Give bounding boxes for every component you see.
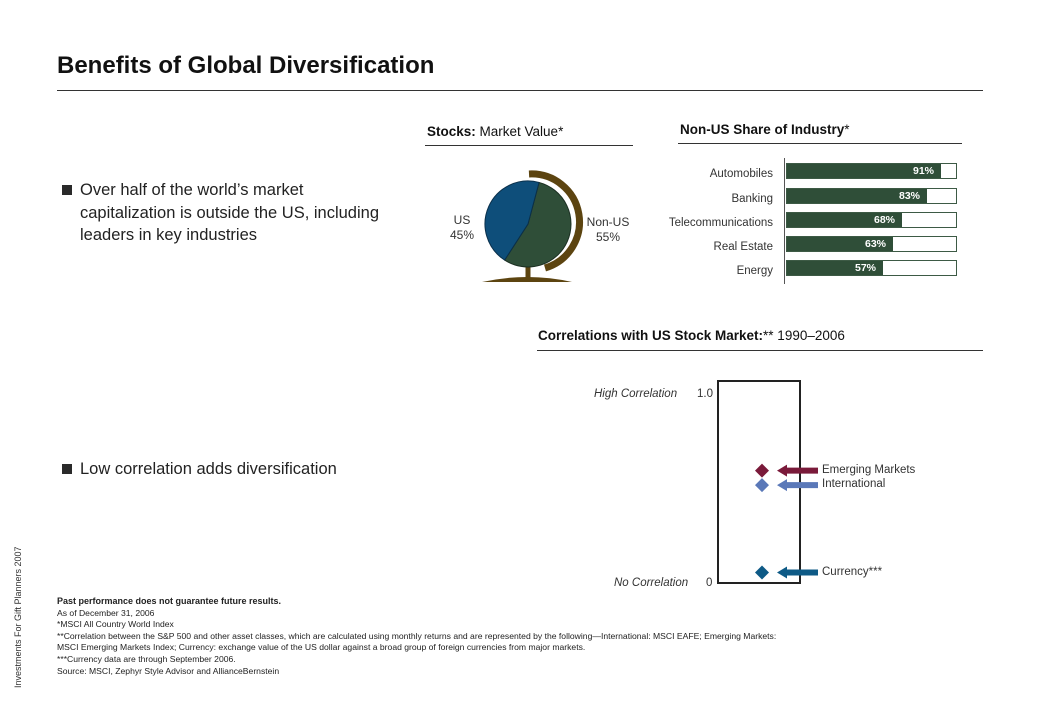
pie-slice-nonus [503, 181, 572, 268]
globe-stand-arc [528, 170, 584, 272]
correlation-arrow [777, 566, 818, 579]
correlations-title-bold: Correlations with US Stock Market: [538, 328, 764, 343]
nonus-slice-label: Non-US 55% [580, 215, 636, 245]
correlation-diamond [755, 478, 769, 493]
industry-bar: 63% [787, 237, 893, 251]
market-value-title: Stocks: Market Value* [427, 124, 563, 139]
high-correlation-value: 1.0 [697, 388, 713, 400]
correlation-scale-box [717, 380, 801, 584]
correlations-divider [537, 350, 983, 351]
no-correlation-label: No Correlation [614, 577, 689, 589]
footnote-source: Source: MSCI, Zephyr Style Advisor and A… [57, 665, 280, 676]
correlation-arrow [777, 464, 818, 477]
us-slice-label: US 45% [446, 213, 478, 243]
correlation-series-label: Currency*** [822, 565, 883, 578]
footnote-date: As of December 31, 2006 [57, 607, 155, 618]
industry-bar-track: 91% [786, 163, 957, 179]
industry-bar-value: 63% [865, 238, 887, 250]
industry-bar-track: 57% [786, 260, 957, 276]
industry-bar: 91% [787, 164, 941, 178]
industry-share-title-rest: * [844, 122, 850, 137]
correlation-diamond [755, 565, 769, 580]
title-divider [57, 90, 983, 91]
high-correlation-label: High Correlation [594, 388, 678, 400]
bullet-text: Low correlation adds diversification [80, 460, 337, 478]
footnote-msci: *MSCI All Country World Index [57, 619, 174, 630]
industry-bar: 68% [787, 213, 902, 227]
us-label: US [453, 213, 471, 227]
us-value: 45% [449, 228, 475, 242]
industry-label: Automobiles [709, 168, 773, 180]
nonus-label: Non-US [586, 215, 630, 229]
industry-bar-track: 68% [786, 212, 957, 228]
bullet-text: Over half of the world’s market capitali… [80, 181, 380, 244]
correlations-title: Correlations with US Stock Market:** 199… [538, 328, 845, 343]
industry-axis-line [784, 158, 785, 284]
market-value-title-bold: Stocks: [427, 124, 476, 139]
industry-bar: 57% [787, 261, 883, 275]
globe-stand-base [482, 277, 572, 282]
market-value-title-rest: Market Value* [475, 124, 564, 139]
industry-share-divider [678, 143, 962, 144]
correlation-markers [755, 463, 818, 580]
industry-share-title-bold: Non-US Share of Industry [680, 122, 845, 137]
correlation-arrow [777, 479, 818, 492]
correlations-title-rest: ** 1990–2006 [763, 328, 845, 343]
industry-bar-value: 57% [855, 262, 877, 274]
globe-pie-chart [482, 170, 584, 282]
industry-bar-value: 91% [913, 165, 935, 177]
footnote-currency: ***Currency data are through September 2… [57, 653, 236, 664]
pie-slice-us [484, 180, 540, 261]
footnote-disclaimer: Past performance does not guarantee futu… [57, 596, 282, 606]
bullet-square-icon [62, 464, 72, 474]
correlation-series-label: Emerging Markets [822, 463, 916, 476]
industry-label: Telecommunications [668, 217, 773, 229]
industry-bar-value: 83% [899, 190, 921, 202]
industry-label: Energy [736, 265, 773, 277]
industry-bar-track: 63% [786, 236, 957, 252]
footnotes: Past performance does not guarantee futu… [57, 596, 977, 677]
industry-label: Real Estate [713, 241, 773, 253]
industry-bar-track: 83% [786, 188, 957, 204]
industry-bar-value: 68% [874, 214, 896, 226]
industry-share-title: Non-US Share of Industry* [680, 122, 850, 137]
footnote-indices: MSCI Emerging Markets Index; Currency: e… [57, 642, 586, 653]
correlation-series-label: International [822, 478, 886, 491]
no-correlation-value: 0 [706, 577, 713, 589]
nonus-value: 55% [595, 230, 621, 244]
industry-bar: 83% [787, 189, 927, 203]
correlation-diamond [755, 463, 769, 478]
footnote-correlation: **Correlation between the S&P 500 and ot… [57, 630, 777, 641]
side-caption: Investments For Gift Planners 2007 [13, 546, 23, 688]
market-value-divider [425, 145, 633, 146]
industry-label: Banking [731, 193, 773, 205]
bullet-square-icon [62, 185, 72, 195]
page-title: Benefits of Global Diversification [57, 52, 435, 79]
